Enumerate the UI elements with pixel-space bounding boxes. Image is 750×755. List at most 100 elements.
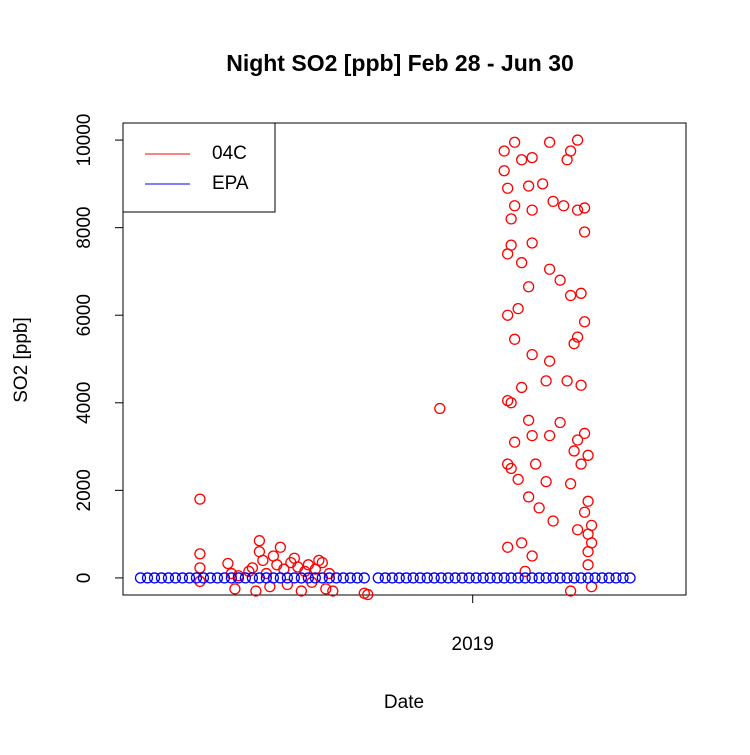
point bbox=[585, 537, 598, 549]
point bbox=[218, 572, 231, 584]
point bbox=[274, 541, 287, 553]
point bbox=[386, 572, 398, 584]
point bbox=[250, 585, 262, 597]
x-tick-label: 2019 bbox=[452, 634, 494, 655]
point bbox=[505, 213, 517, 225]
point bbox=[557, 200, 570, 212]
point bbox=[526, 348, 538, 361]
point bbox=[512, 473, 524, 486]
y-tick-label: 10000 bbox=[74, 114, 95, 167]
point bbox=[543, 429, 556, 442]
point bbox=[529, 458, 542, 470]
point bbox=[232, 572, 245, 584]
point bbox=[229, 583, 241, 595]
point bbox=[243, 565, 255, 578]
point bbox=[578, 506, 591, 518]
point bbox=[578, 226, 591, 238]
point bbox=[596, 572, 608, 584]
point bbox=[204, 572, 217, 584]
point bbox=[274, 572, 287, 584]
point bbox=[526, 429, 538, 442]
point bbox=[434, 402, 446, 415]
point bbox=[498, 165, 510, 177]
point bbox=[610, 572, 622, 584]
point bbox=[155, 572, 168, 584]
point bbox=[498, 572, 510, 584]
point bbox=[515, 537, 528, 549]
point bbox=[299, 565, 311, 578]
point bbox=[582, 495, 594, 507]
point bbox=[316, 556, 328, 569]
legend-label: 04C bbox=[212, 143, 247, 164]
point bbox=[585, 519, 598, 532]
point bbox=[222, 557, 234, 570]
point bbox=[575, 287, 587, 299]
point bbox=[295, 572, 307, 584]
point bbox=[522, 491, 535, 503]
point bbox=[571, 524, 584, 536]
point bbox=[547, 195, 559, 208]
point bbox=[393, 572, 405, 584]
point bbox=[456, 572, 468, 584]
point bbox=[358, 572, 370, 584]
point bbox=[575, 458, 587, 470]
point bbox=[211, 572, 224, 584]
point bbox=[582, 449, 594, 461]
point bbox=[568, 338, 580, 350]
legend-label: EPA bbox=[212, 173, 249, 194]
point bbox=[578, 427, 591, 440]
point bbox=[505, 239, 517, 251]
chart-title: Night SO2 [ppb] Feb 28 - Jun 30 bbox=[226, 50, 574, 76]
point bbox=[564, 145, 577, 157]
point bbox=[540, 475, 552, 488]
point bbox=[351, 572, 363, 584]
point bbox=[463, 572, 475, 584]
point bbox=[372, 572, 384, 584]
point bbox=[134, 572, 147, 584]
point bbox=[379, 572, 391, 584]
x-axis-label: Date bbox=[384, 692, 424, 713]
point bbox=[260, 572, 273, 584]
point bbox=[302, 572, 314, 584]
point bbox=[288, 572, 300, 584]
point bbox=[540, 375, 552, 387]
point bbox=[564, 478, 577, 490]
point bbox=[509, 333, 521, 345]
point bbox=[505, 572, 517, 584]
y-tick-label: 8000 bbox=[74, 207, 95, 249]
point bbox=[281, 572, 294, 584]
point bbox=[533, 502, 545, 514]
point bbox=[522, 281, 535, 293]
point bbox=[526, 237, 538, 249]
point bbox=[575, 379, 587, 391]
point bbox=[582, 559, 594, 571]
point bbox=[512, 302, 524, 315]
y-tick-label: 2000 bbox=[74, 469, 95, 511]
point bbox=[505, 397, 517, 409]
point bbox=[515, 381, 528, 394]
plot-frame bbox=[122, 122, 687, 596]
point bbox=[428, 572, 440, 584]
point bbox=[239, 572, 252, 584]
point bbox=[575, 572, 587, 584]
point bbox=[225, 572, 238, 584]
point bbox=[246, 572, 259, 584]
point bbox=[295, 585, 307, 597]
point bbox=[554, 572, 566, 584]
point bbox=[522, 180, 535, 192]
point bbox=[442, 572, 454, 584]
point bbox=[407, 572, 419, 584]
point bbox=[515, 257, 528, 269]
point bbox=[190, 572, 203, 584]
legend-box bbox=[122, 122, 276, 213]
point bbox=[253, 535, 266, 547]
point bbox=[571, 134, 584, 146]
point bbox=[194, 548, 206, 560]
point bbox=[526, 550, 538, 562]
point bbox=[148, 572, 161, 584]
point bbox=[561, 375, 573, 387]
point bbox=[571, 434, 584, 446]
point bbox=[547, 572, 559, 584]
point bbox=[449, 572, 461, 584]
point bbox=[578, 316, 591, 328]
